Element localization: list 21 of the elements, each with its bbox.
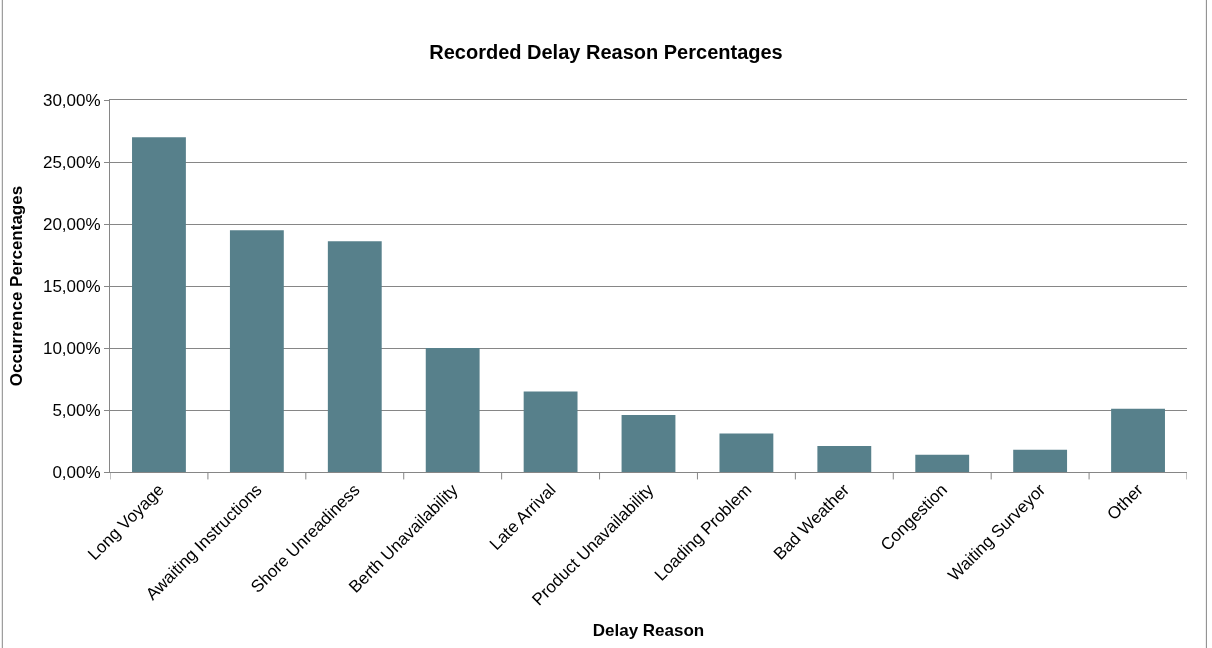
chart-title: Recorded Delay Reason Percentages <box>429 41 783 64</box>
y-tick-label: 15,00% <box>42 276 101 296</box>
bar <box>719 433 774 472</box>
bar <box>523 391 578 472</box>
bar <box>1013 449 1068 472</box>
bar <box>425 348 480 472</box>
bar <box>229 230 284 472</box>
bar <box>817 445 872 472</box>
y-tick-label: 20,00% <box>42 214 101 234</box>
y-tick-label: 25,00% <box>42 152 101 172</box>
bar <box>1111 408 1165 472</box>
y-tick-label: 10,00% <box>42 338 101 358</box>
y-tick-label: 5,00% <box>52 400 101 420</box>
bar <box>621 414 676 472</box>
bar <box>327 241 382 472</box>
bar <box>132 137 186 472</box>
y-axis-title: Occurrence Percentages <box>7 185 27 387</box>
bar <box>915 454 970 472</box>
y-tick-label: 30,00% <box>42 90 101 110</box>
x-axis-title: Delay Reason <box>592 620 705 640</box>
y-tick-label: 0,00% <box>52 462 101 482</box>
